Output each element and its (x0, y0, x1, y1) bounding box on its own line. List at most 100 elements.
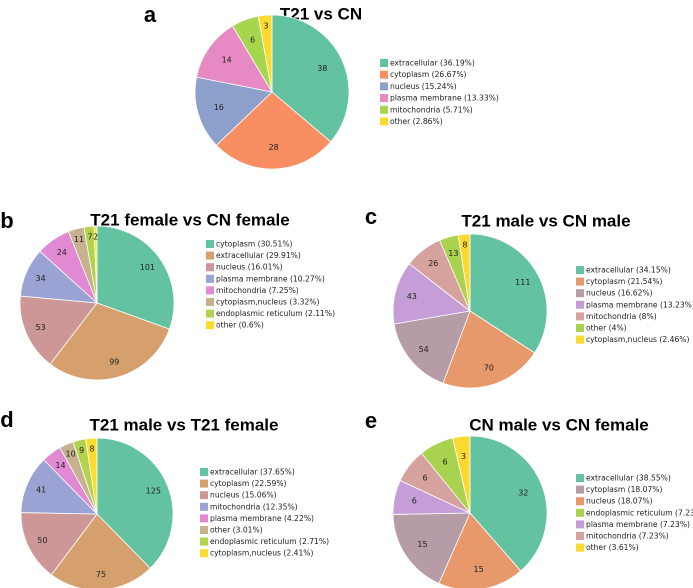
legend-label-a-5: other (2.86%) (390, 117, 443, 126)
legend-label-d-2: nucleus (15.06%) (210, 491, 277, 500)
pie-slice-b-2 (19, 295, 98, 365)
legend-label-e-0: extracellular (38.55%) (586, 474, 671, 483)
panel-b: b T21 female vs CN female 101 99 53 34 24 11 7 2 c… (0, 208, 335, 381)
pie-slice-d-7 (85, 437, 98, 515)
legend-swatch-b-3 (206, 274, 214, 283)
legend-label-a-0: extracellular (36.19%) (390, 59, 475, 68)
pie-slice-b-1 (49, 302, 170, 381)
pie-slice-e-2 (392, 512, 471, 584)
legend-swatch-d-3 (200, 502, 208, 511)
chart-title-b: T21 female vs CN female (90, 210, 289, 229)
legend-swatch-b-2 (206, 263, 214, 272)
panel-c: c T21 male vs CN male 111 70 54 43 26 13 8 extrac… (365, 204, 693, 389)
slice-value-b-1: 99 (109, 358, 119, 367)
legend-label-d-4: plasma membrane (4.22%) (210, 514, 314, 523)
legend-label-b-5: cytoplasm,nucleus (3.32%) (216, 298, 319, 307)
pie-slice-b-7 (93, 225, 98, 304)
legend-swatch-a-1 (380, 70, 388, 79)
legend-label-c-1: cytoplasm (21.54%) (586, 277, 663, 286)
legend-swatch-d-2 (200, 491, 208, 500)
legend-swatch-a-5 (380, 117, 388, 126)
legend-label-e-6: other (3.61%) (586, 543, 639, 552)
slice-value-c-5: 13 (448, 249, 458, 258)
legend-swatch-c-3 (576, 300, 584, 309)
chart-title-e: CN male vs CN female (469, 415, 649, 434)
slice-value-c-6: 8 (462, 241, 467, 250)
legend-swatch-b-0 (206, 240, 214, 248)
panel-letter-c: c (365, 204, 377, 229)
pie-slice-d-1 (50, 513, 151, 588)
legend-label-a-3: plasma membrane (13.33%) (390, 94, 499, 103)
legend-swatch-d-1 (200, 479, 208, 488)
legend-label-e-2: nucleus (18.07%) (586, 497, 653, 506)
chart-title-a: T21 vs CN (280, 4, 362, 23)
legend-swatch-c-0 (576, 266, 584, 274)
slice-value-e-2: 15 (417, 540, 427, 549)
slice-value-b-4: 24 (57, 248, 67, 257)
chart-title-d: T21 male vs T21 female (89, 415, 278, 434)
legend-label-b-7: other (0.6%) (216, 321, 264, 330)
slice-value-e-5: 6 (442, 457, 447, 466)
slice-value-c-4: 26 (428, 259, 438, 268)
legend-swatch-a-3 (380, 94, 388, 103)
slice-value-d-4: 14 (55, 461, 65, 470)
pie-slice-d-0 (96, 437, 174, 569)
legend-label-e-1: cytoplasm (18.07%) (586, 485, 663, 494)
legend-swatch-d-5 (200, 526, 208, 534)
legend-label-c-0: extracellular (34.15%) (586, 266, 671, 275)
legend-label-b-2: nucleus (16.01%) (216, 263, 283, 272)
slice-value-b-6: 7 (88, 233, 93, 242)
slice-value-a-3: 14 (222, 56, 232, 65)
slice-value-a-0: 38 (317, 64, 327, 73)
legend-label-a-4: mitochondria (5.71%) (390, 105, 473, 114)
panel-a: a T21 vs CN 38 28 16 14 63 extracellular (36.19… (144, 2, 499, 170)
slice-value-d-1: 75 (96, 570, 106, 579)
legend-swatch-a-0 (380, 59, 388, 67)
pie-slice-e-0 (469, 435, 548, 572)
pie-slice-a-2 (194, 76, 273, 146)
panel-e: e CN male vs CN female 32 15 15 6 6 6 3 extracell… (365, 408, 693, 588)
slice-value-a-1: 28 (269, 143, 279, 152)
pie-slice-e-1 (438, 512, 522, 588)
legend-label-a-1: cytoplasm (26.67%) (390, 70, 467, 79)
legend-swatch-a-4 (380, 105, 388, 114)
legend-label-d-6: endoplasmic reticulum (2.71%) (210, 537, 329, 546)
legend-swatch-e-5 (576, 532, 584, 540)
slice-value-e-0: 32 (518, 488, 528, 497)
slice-value-d-5: 10 (66, 450, 76, 459)
panel-letter-a: a (144, 2, 157, 27)
legend-swatch-b-4 (206, 286, 214, 295)
legend-swatch-b-7 (206, 321, 214, 330)
legend-label-c-4: mitochondria (8%) (586, 312, 657, 321)
legend-label-e-5: mitochondria (7.23%) (586, 532, 669, 541)
pie-slice-b-0 (96, 225, 175, 330)
legend-label-d-7: cytoplasm,nucleus (2.41%) (210, 549, 313, 558)
legend-label-b-6: endoplasmic reticulum (2.11%) (216, 309, 335, 318)
legend-swatch-e-3 (576, 508, 584, 517)
slice-value-c-1: 70 (484, 364, 494, 373)
legend-swatch-c-5 (576, 324, 584, 332)
legend-swatch-b-5 (206, 298, 214, 306)
slice-value-a-2: 16 (214, 103, 224, 112)
slice-value-b-0: 101 (140, 263, 155, 272)
slice-value-c-3: 43 (407, 292, 417, 301)
slice-value-e-1: 15 (474, 565, 484, 574)
pie-slice-a-0 (271, 14, 350, 143)
legend-swatch-b-6 (206, 309, 214, 318)
legend-swatch-e-1 (576, 485, 584, 494)
panel-letter-b: b (0, 208, 13, 233)
legend-label-b-1: extracellular (29.91%) (216, 251, 301, 260)
legend-swatch-e-6 (576, 543, 584, 552)
slice-value-b-2: 53 (36, 323, 46, 332)
slice-value-d-2: 50 (37, 536, 47, 545)
slice-value-d-3: 41 (36, 485, 46, 494)
legend-label-b-0: cytoplasm (30.51%) (216, 240, 293, 249)
pie-slice-a-1 (215, 91, 332, 170)
chart-title-c: T21 male vs CN male (461, 211, 630, 230)
legend-swatch-d-7 (200, 549, 208, 558)
slice-value-d-7: 8 (90, 444, 95, 453)
panel-letter-e: e (365, 408, 377, 433)
legend-label-e-4: plasma membrane (7.23%) (586, 520, 690, 529)
